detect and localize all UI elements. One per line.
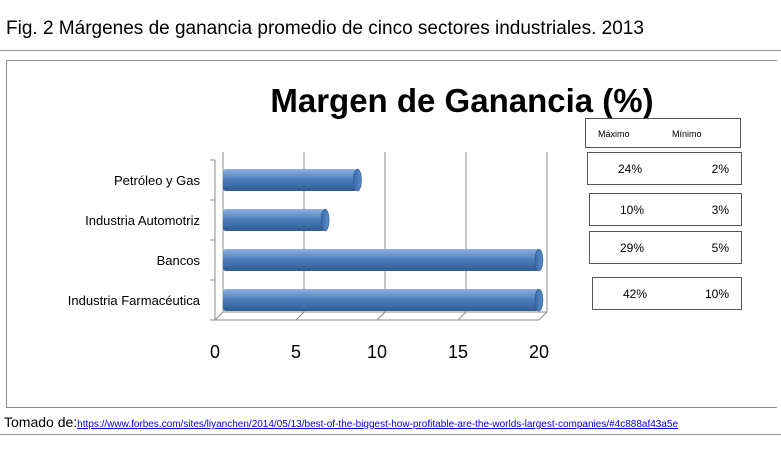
max-value: 42% bbox=[623, 286, 648, 301]
floor-line bbox=[295, 311, 305, 321]
x-tick-label: 0 bbox=[210, 342, 220, 362]
min-value: 3% bbox=[711, 202, 729, 217]
chart-frame bbox=[6, 60, 777, 408]
bar bbox=[223, 249, 539, 271]
max-value: 10% bbox=[620, 202, 645, 217]
min-value: 10% bbox=[704, 286, 729, 301]
min-value: 5% bbox=[711, 240, 729, 255]
y-tick-label: Petróleo y Gas bbox=[114, 173, 200, 188]
caption-divider bbox=[0, 50, 781, 51]
header-min: Mínimo bbox=[672, 129, 702, 139]
floor-line bbox=[214, 311, 224, 321]
x-tick-label: 5 bbox=[291, 342, 301, 362]
bar-end-cap bbox=[534, 248, 544, 272]
range-table-row: 29% 5% bbox=[589, 231, 742, 264]
floor-line bbox=[538, 311, 548, 321]
bar-end-cap bbox=[534, 288, 544, 312]
min-value: 2% bbox=[711, 161, 729, 176]
floor-line bbox=[376, 311, 386, 321]
bar bbox=[223, 169, 358, 191]
header-max: Máximo bbox=[598, 129, 630, 139]
bar bbox=[223, 209, 326, 231]
source-link[interactable]: https://www.forbes.com/sites/liyanchen/2… bbox=[77, 419, 679, 430]
figure-caption: Fig. 2 Márgenes de ganancia promedio de … bbox=[6, 18, 644, 39]
range-table-row: 24% 2% bbox=[587, 152, 742, 185]
bar-end-cap bbox=[320, 208, 330, 232]
bar bbox=[223, 289, 539, 311]
source-divider bbox=[0, 434, 781, 435]
range-table-row: 42% 10% bbox=[592, 277, 742, 310]
source-label: Tomado de: bbox=[4, 414, 78, 430]
x-tick-label: 15 bbox=[448, 342, 468, 362]
max-value: 24% bbox=[618, 161, 643, 176]
y-tick-label: Industria Automotriz bbox=[85, 213, 200, 228]
bar-end-cap bbox=[353, 168, 362, 192]
floor-line bbox=[457, 311, 467, 321]
y-tick-label: Industria Farmacéutica bbox=[68, 293, 201, 308]
chart-title: Margen de Ganancia (%) bbox=[270, 82, 653, 119]
range-table-row: 10% 3% bbox=[589, 193, 742, 226]
source-note: Tomado de:https://www.forbes.com/sites/l… bbox=[4, 414, 678, 430]
y-tick-label: Bancos bbox=[157, 253, 201, 268]
range-table-header: Máximo Mínimo bbox=[585, 118, 741, 148]
max-value: 29% bbox=[620, 240, 645, 255]
x-tick-label: 10 bbox=[367, 342, 387, 362]
x-tick-label: 20 bbox=[529, 342, 549, 362]
